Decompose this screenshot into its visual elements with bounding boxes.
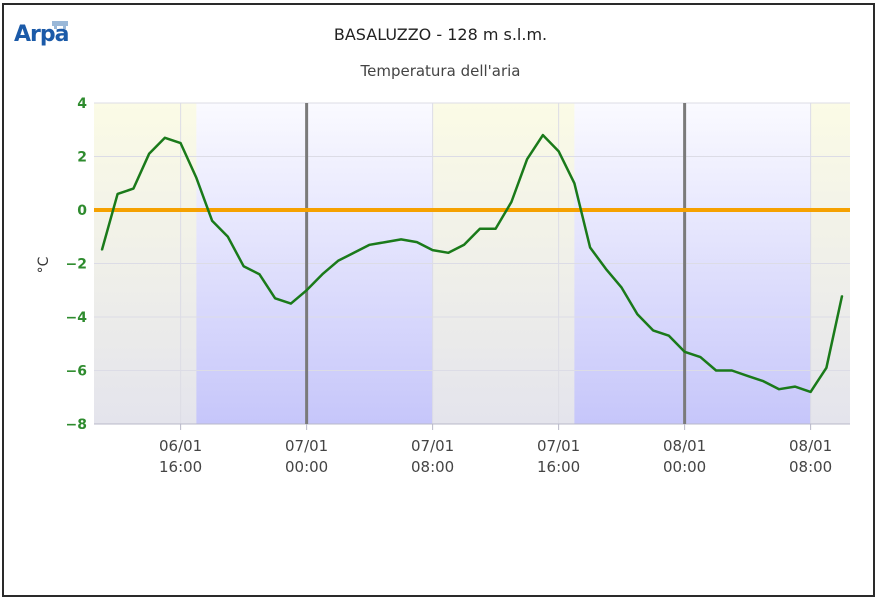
y-tick-label: −4: [66, 310, 88, 326]
temperature-point: [321, 273, 323, 275]
temperature-point: [384, 241, 386, 243]
y-tick-label: −8: [66, 417, 87, 433]
temperature-point: [558, 150, 560, 152]
temperature-series-line: [100, 133, 844, 394]
temperature-point: [117, 193, 119, 195]
logo-bar: [52, 21, 68, 26]
temperature-point: [400, 238, 402, 241]
temperature-point: [526, 158, 528, 160]
x-tick-date: 07/01: [537, 437, 580, 455]
temperature-point: [794, 385, 796, 388]
temperature-point: [243, 265, 245, 267]
temperature-point: [148, 153, 150, 155]
temperature-point: [432, 249, 434, 251]
x-tick-date: 07/01: [411, 437, 454, 455]
temperature-point: [668, 335, 670, 337]
temperature-point: [211, 220, 213, 222]
temperature-point: [447, 252, 449, 254]
x-tick-time: 16:00: [537, 458, 580, 476]
temperature-point: [589, 246, 591, 249]
temperature-point: [290, 303, 292, 305]
y-axis-label: °C: [36, 256, 52, 273]
temperature-point: [195, 177, 197, 179]
temperature-point: [778, 388, 780, 390]
y-axis-ticks: 4 2 0 −2 −4 −6 −8: [66, 96, 88, 433]
arpa-logo-mark: [52, 21, 68, 29]
temperature-point: [353, 252, 355, 254]
temperature-point: [369, 244, 371, 246]
x-tick-date: 07/01: [285, 437, 328, 455]
temperature-point: [510, 201, 512, 203]
y-tick-label: −6: [66, 364, 87, 380]
x-tick-time: 08:00: [789, 458, 832, 476]
temperature-point: [542, 134, 544, 136]
arpa-logo: Arpa: [14, 20, 76, 50]
y-tick-label: 0: [77, 203, 87, 219]
y-tick-label: 2: [77, 150, 87, 166]
temperature-point: [495, 228, 497, 230]
x-tick-date: 06/01: [159, 437, 202, 455]
logo-bar-leg-right: [63, 26, 66, 29]
temperature-point: [132, 188, 134, 190]
temperature-point: [762, 380, 764, 382]
temperature-point: [731, 369, 733, 372]
temperature-point: [416, 241, 418, 243]
chart-title: BASALUZZO - 128 m s.l.m.: [333, 25, 548, 44]
temperature-point: [810, 391, 812, 393]
x-tick-date: 08/01: [663, 437, 706, 455]
temperature-point: [274, 297, 276, 299]
x-tick-date: 08/01: [789, 437, 832, 455]
temperature-point: [636, 313, 638, 315]
temperature-point: [605, 268, 607, 270]
temperature-point: [621, 286, 623, 289]
temperature-point: [180, 142, 182, 144]
temperature-point: [684, 351, 686, 353]
temperature-point: [715, 369, 717, 372]
temperature-point: [337, 260, 339, 262]
temperature-point: [825, 367, 827, 369]
logo-text: Arpa: [14, 22, 69, 47]
x-axis-ticks: 06/01 16:00 07/01 00:00 07/01 08:00 07/01 16:00…: [159, 424, 832, 476]
logo-bar-leg-left: [54, 26, 57, 29]
temperature-point: [101, 249, 103, 251]
y-tick-label: −2: [66, 257, 87, 273]
midnight-lines: [305, 103, 687, 424]
temperature-point: [258, 273, 260, 275]
series-group: [100, 133, 844, 394]
temperature-point: [164, 137, 166, 139]
x-tick-time: 00:00: [663, 458, 706, 476]
temperature-point: [841, 295, 843, 297]
chart-subtitle: Temperatura dell'aria: [360, 62, 521, 80]
x-tick-time: 00:00: [285, 458, 328, 476]
temperature-point: [306, 289, 308, 291]
temperature-point: [573, 182, 575, 184]
x-tick-time: 08:00: [411, 458, 454, 476]
temperature-point: [699, 356, 701, 358]
temperature-point: [479, 228, 481, 230]
y-tick-label: 4: [77, 96, 87, 112]
temperature-point: [747, 375, 749, 377]
temperature-point: [652, 329, 654, 331]
temperature-point: [463, 244, 465, 246]
temperature-point: [227, 236, 229, 238]
x-tick-time: 16:00: [159, 458, 202, 476]
